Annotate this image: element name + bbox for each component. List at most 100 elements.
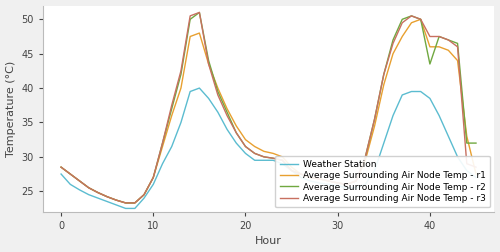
Average Surrounding Air Node Temp - r2 xyxy=(86,186,91,189)
Average Surrounding Air Node Temp - r2 xyxy=(114,199,119,202)
Weather Station xyxy=(353,186,359,189)
Average Surrounding Air Node Temp - r1 xyxy=(427,45,433,48)
Average Surrounding Air Node Temp - r3 xyxy=(473,166,479,169)
Average Surrounding Air Node Temp - r3 xyxy=(353,179,359,182)
Average Surrounding Air Node Temp - r2 xyxy=(464,142,470,145)
Average Surrounding Air Node Temp - r3 xyxy=(372,117,378,120)
Average Surrounding Air Node Temp - r2 xyxy=(122,201,128,204)
Average Surrounding Air Node Temp - r1 xyxy=(168,114,174,117)
Average Surrounding Air Node Temp - r1 xyxy=(224,107,230,110)
Weather Station xyxy=(270,159,276,162)
Line: Weather Station: Weather Station xyxy=(61,88,476,208)
Average Surrounding Air Node Temp - r3 xyxy=(114,199,119,202)
Weather Station xyxy=(95,197,101,200)
Weather Station xyxy=(288,169,294,172)
Average Surrounding Air Node Temp - r2 xyxy=(224,111,230,114)
Average Surrounding Air Node Temp - r2 xyxy=(261,155,267,158)
Average Surrounding Air Node Temp - r1 xyxy=(76,179,82,182)
Average Surrounding Air Node Temp - r1 xyxy=(436,45,442,48)
Average Surrounding Air Node Temp - r1 xyxy=(288,166,294,169)
Average Surrounding Air Node Temp - r3 xyxy=(86,186,91,189)
Average Surrounding Air Node Temp - r1 xyxy=(390,52,396,55)
Weather Station xyxy=(344,186,350,189)
Average Surrounding Air Node Temp - r2 xyxy=(473,142,479,145)
Average Surrounding Air Node Temp - r3 xyxy=(215,93,221,97)
Average Surrounding Air Node Temp - r2 xyxy=(252,152,258,155)
Weather Station xyxy=(215,111,221,114)
Average Surrounding Air Node Temp - r1 xyxy=(234,124,239,128)
Weather Station xyxy=(298,176,304,179)
Average Surrounding Air Node Temp - r2 xyxy=(168,107,174,110)
Average Surrounding Air Node Temp - r1 xyxy=(418,18,424,21)
Weather Station xyxy=(252,159,258,162)
Average Surrounding Air Node Temp - r3 xyxy=(261,155,267,158)
Average Surrounding Air Node Temp - r2 xyxy=(288,169,294,172)
X-axis label: Hour: Hour xyxy=(255,236,282,246)
Average Surrounding Air Node Temp - r3 xyxy=(454,45,460,48)
Average Surrounding Air Node Temp - r2 xyxy=(390,38,396,41)
Average Surrounding Air Node Temp - r1 xyxy=(114,199,119,202)
Average Surrounding Air Node Temp - r2 xyxy=(418,18,424,21)
Weather Station xyxy=(362,183,368,186)
Average Surrounding Air Node Temp - r2 xyxy=(372,117,378,120)
Weather Station xyxy=(399,93,405,97)
Average Surrounding Air Node Temp - r3 xyxy=(446,38,452,41)
Average Surrounding Air Node Temp - r3 xyxy=(206,62,212,66)
Average Surrounding Air Node Temp - r2 xyxy=(344,183,350,186)
Average Surrounding Air Node Temp - r2 xyxy=(104,195,110,198)
Average Surrounding Air Node Temp - r3 xyxy=(427,35,433,38)
Average Surrounding Air Node Temp - r3 xyxy=(178,69,184,72)
Average Surrounding Air Node Temp - r2 xyxy=(446,38,452,41)
Average Surrounding Air Node Temp - r1 xyxy=(196,32,202,35)
Average Surrounding Air Node Temp - r2 xyxy=(242,145,248,148)
Average Surrounding Air Node Temp - r2 xyxy=(206,59,212,62)
Average Surrounding Air Node Temp - r3 xyxy=(95,191,101,194)
Average Surrounding Air Node Temp - r1 xyxy=(316,177,322,180)
Y-axis label: Temperature (°C): Temperature (°C) xyxy=(6,60,16,157)
Average Surrounding Air Node Temp - r1 xyxy=(242,138,248,141)
Weather Station xyxy=(454,155,460,158)
Average Surrounding Air Node Temp - r3 xyxy=(141,193,147,196)
Average Surrounding Air Node Temp - r3 xyxy=(196,11,202,14)
Average Surrounding Air Node Temp - r1 xyxy=(372,124,378,128)
Weather Station xyxy=(280,162,285,165)
Average Surrounding Air Node Temp - r2 xyxy=(362,155,368,158)
Average Surrounding Air Node Temp - r1 xyxy=(68,173,73,176)
Average Surrounding Air Node Temp - r1 xyxy=(280,155,285,158)
Average Surrounding Air Node Temp - r2 xyxy=(353,179,359,182)
Weather Station xyxy=(104,200,110,203)
Average Surrounding Air Node Temp - r3 xyxy=(334,181,340,184)
Weather Station xyxy=(464,169,470,172)
Weather Station xyxy=(178,121,184,124)
Average Surrounding Air Node Temp - r3 xyxy=(418,18,424,21)
Weather Station xyxy=(261,159,267,162)
Average Surrounding Air Node Temp - r2 xyxy=(132,201,138,204)
Average Surrounding Air Node Temp - r1 xyxy=(298,173,304,176)
Average Surrounding Air Node Temp - r1 xyxy=(178,87,184,90)
Weather Station xyxy=(187,90,193,93)
Average Surrounding Air Node Temp - r3 xyxy=(252,152,258,155)
Average Surrounding Air Node Temp - r3 xyxy=(316,177,322,180)
Average Surrounding Air Node Temp - r3 xyxy=(187,14,193,17)
Average Surrounding Air Node Temp - r2 xyxy=(427,62,433,66)
Weather Station xyxy=(307,179,313,182)
Average Surrounding Air Node Temp - r1 xyxy=(261,150,267,153)
Weather Station xyxy=(141,197,147,200)
Average Surrounding Air Node Temp - r1 xyxy=(95,191,101,194)
Average Surrounding Air Node Temp - r2 xyxy=(76,179,82,182)
Average Surrounding Air Node Temp - r1 xyxy=(454,59,460,62)
Average Surrounding Air Node Temp - r2 xyxy=(187,18,193,21)
Weather Station xyxy=(224,128,230,131)
Average Surrounding Air Node Temp - r1 xyxy=(334,181,340,184)
Average Surrounding Air Node Temp - r1 xyxy=(473,173,479,176)
Average Surrounding Air Node Temp - r2 xyxy=(95,191,101,194)
Weather Station xyxy=(160,162,166,165)
Average Surrounding Air Node Temp - r3 xyxy=(390,42,396,45)
Weather Station xyxy=(58,173,64,176)
Average Surrounding Air Node Temp - r1 xyxy=(307,176,313,179)
Legend: Weather Station, Average Surrounding Air Node Temp - r1, Average Surrounding Air: Weather Station, Average Surrounding Air… xyxy=(276,155,490,207)
Average Surrounding Air Node Temp - r3 xyxy=(270,157,276,160)
Average Surrounding Air Node Temp - r1 xyxy=(122,201,128,204)
Weather Station xyxy=(446,135,452,138)
Average Surrounding Air Node Temp - r3 xyxy=(76,179,82,182)
